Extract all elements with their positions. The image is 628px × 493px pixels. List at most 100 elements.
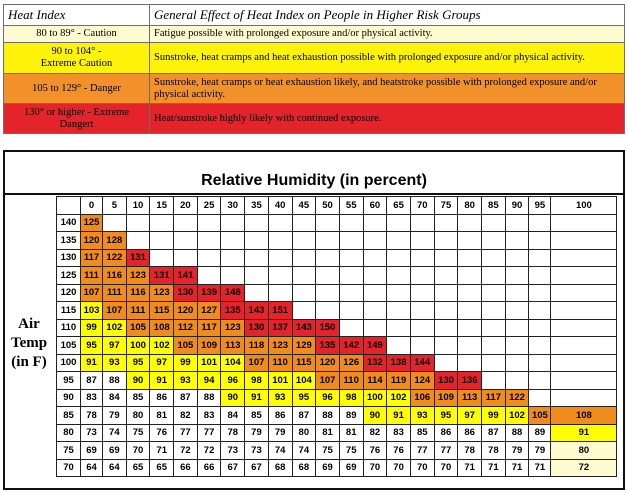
- heat-index-cell: 88: [504, 423, 530, 442]
- empty-cell: [338, 301, 364, 320]
- heat-index-cell: 88: [196, 388, 222, 407]
- heat-index-cell: 105: [173, 336, 198, 355]
- empty-cell: [550, 371, 618, 390]
- heat-index-cell: 81: [315, 423, 340, 442]
- heat-index-cell: 72: [550, 458, 618, 477]
- empty-cell: [267, 266, 293, 285]
- empty-cell: [504, 336, 530, 355]
- temperature-label: 110: [56, 318, 81, 337]
- empty-cell: [338, 318, 364, 337]
- empty-cell: [386, 213, 411, 232]
- empty-cell: [409, 213, 435, 232]
- air-temp-label-line: Temp: [10, 335, 48, 351]
- empty-cell: [457, 231, 482, 250]
- heat-index-cell: 117: [80, 248, 103, 267]
- empty-cell: [291, 213, 317, 232]
- empty-cell: [409, 231, 435, 250]
- heat-index-cell: 66: [196, 458, 222, 477]
- heat-index-cell: 69: [80, 441, 103, 460]
- temperature-label: 85: [56, 406, 81, 425]
- heat-index-cell: 93: [267, 388, 293, 407]
- legend-level-line: 130° or higher - Extreme: [23, 106, 130, 118]
- empty-cell: [481, 266, 506, 285]
- heat-index-cell: 86: [149, 388, 175, 407]
- heat-index-cell: 122: [102, 248, 127, 267]
- empty-cell: [481, 371, 506, 390]
- empty-cell: [315, 231, 340, 250]
- heat-index-cell: 97: [457, 406, 482, 425]
- heat-index-cell: 100: [125, 336, 151, 355]
- empty-cell: [457, 248, 482, 267]
- heat-index-cell: 107: [80, 283, 103, 302]
- humidity-header: 90: [504, 196, 530, 215]
- temperature-row: 125 111 116 123 131 141: [56, 266, 618, 285]
- heat-index-cell: 85: [409, 423, 435, 442]
- empty-cell: [409, 248, 435, 267]
- empty-cell: [125, 231, 151, 250]
- heat-index-cell: 102: [504, 406, 530, 425]
- heat-index-cell: 68: [267, 458, 293, 477]
- legend-header-level: Heat Index: [3, 4, 150, 26]
- heat-index-cell: 116: [125, 283, 151, 302]
- legend-header-effect: General Effect of Heat Index on People i…: [149, 4, 625, 26]
- heat-index-cell: 110: [338, 371, 364, 390]
- heat-index-cell: 101: [267, 371, 293, 390]
- empty-cell: [173, 248, 198, 267]
- heat-index-cell: 90: [362, 406, 388, 425]
- empty-cell: [550, 301, 618, 320]
- heat-index-cell: 78: [80, 406, 103, 425]
- empty-cell: [220, 266, 246, 285]
- empty-cell: [504, 371, 530, 390]
- empty-cell: [149, 231, 175, 250]
- heat-index-cell: 64: [80, 458, 103, 477]
- empty-cell: [504, 301, 530, 320]
- humidity-header: 25: [196, 196, 222, 215]
- heat-index-cell: 77: [433, 441, 459, 460]
- humidity-header: 15: [149, 196, 175, 215]
- legend-level-line: Extreme Caution: [40, 58, 113, 69]
- empty-cell: [457, 353, 482, 372]
- heat-index-cell: 136: [457, 371, 482, 390]
- air-temp-label-line: (in F): [11, 354, 47, 370]
- empty-cell: [362, 301, 388, 320]
- empty-cell: [220, 248, 246, 267]
- empty-cell: [528, 231, 552, 250]
- empty-cell: [433, 318, 459, 337]
- temperature-label: 120: [56, 283, 81, 302]
- heat-index-cell: 70: [125, 441, 151, 460]
- humidity-header: 70: [409, 196, 435, 215]
- legend-effect: Sunstroke, heat cramps and heat exhausti…: [149, 42, 625, 74]
- heat-index-cell: 107: [244, 353, 269, 372]
- heat-index-cell: 70: [409, 458, 435, 477]
- empty-cell: [362, 231, 388, 250]
- empty-cell: [196, 231, 222, 250]
- heat-index-cell: 110: [267, 353, 293, 372]
- empty-cell: [528, 353, 552, 372]
- temperature-row: 120 107 111 116 123 130 139 148: [56, 283, 618, 302]
- empty-cell: [291, 283, 317, 302]
- heat-index-cell: 87: [173, 388, 198, 407]
- heat-index-cell: 89: [338, 406, 364, 425]
- empty-cell: [338, 266, 364, 285]
- heat-index-cell: 90: [220, 388, 246, 407]
- heat-index-cell: 144: [409, 353, 435, 372]
- empty-cell: [291, 231, 317, 250]
- legend-level-line: 105 to 129° - Danger: [32, 82, 121, 94]
- heat-index-cell: 150: [315, 318, 340, 337]
- empty-cell: [457, 283, 482, 302]
- empty-cell: [504, 318, 530, 337]
- heat-index-cell: 119: [386, 371, 411, 390]
- empty-cell: [433, 301, 459, 320]
- empty-cell: [433, 336, 459, 355]
- heat-index-cell: 73: [220, 441, 246, 460]
- temperature-row: 135 120 128: [56, 231, 618, 250]
- empty-cell: [528, 301, 552, 320]
- temperature-row: 90 83 84 85 86 87 88 90 91 93 95 96 98 100 102 106 109 11…: [56, 388, 618, 407]
- heat-index-cell: 87: [291, 406, 317, 425]
- empty-cell: [291, 266, 317, 285]
- empty-cell: [433, 248, 459, 267]
- heat-index-cell: 85: [244, 406, 269, 425]
- empty-cell: [386, 301, 411, 320]
- heat-index-cell: 123: [149, 283, 175, 302]
- heat-index-cell: 91: [550, 423, 618, 442]
